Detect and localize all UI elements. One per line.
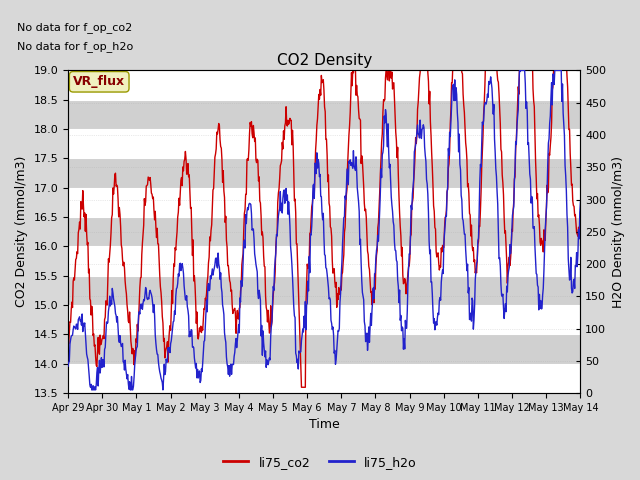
Y-axis label: CO2 Density (mmol/m3): CO2 Density (mmol/m3) [15,156,28,308]
Bar [68,100,580,129]
Bar [68,129,580,158]
Bar [68,305,580,335]
Title: CO2 Density: CO2 Density [276,53,372,68]
Bar [68,246,580,276]
Legend: li75_co2, li75_h2o: li75_co2, li75_h2o [218,451,422,474]
Y-axis label: H2O Density (mmol/m3): H2O Density (mmol/m3) [612,156,625,308]
X-axis label: Time: Time [309,419,340,432]
Bar [68,71,580,100]
Bar [68,276,580,305]
Bar [68,335,580,364]
Bar [68,217,580,246]
Bar [68,188,580,217]
Bar [68,158,580,188]
Text: No data for f_op_h2o: No data for f_op_h2o [17,41,133,52]
Text: No data for f_op_co2: No data for f_op_co2 [17,22,132,33]
Bar [68,364,580,393]
Text: VR_flux: VR_flux [73,75,125,88]
